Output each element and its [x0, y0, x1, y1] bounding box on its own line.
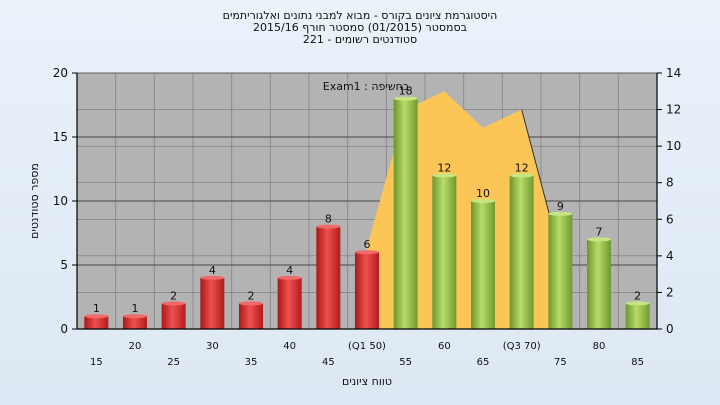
- histogram-bar: [200, 277, 225, 329]
- bar-value-label: 1: [93, 302, 100, 315]
- bar-top-cap: [316, 224, 341, 229]
- y2-tick-label: 8: [666, 176, 674, 190]
- x-tick-label: 85: [631, 357, 644, 368]
- bar-top-cap: [200, 275, 225, 280]
- y-tick-label: 15: [53, 130, 68, 144]
- bar-top-cap: [84, 314, 109, 319]
- bar-value-label: 4: [286, 264, 293, 277]
- x-tick-label: 40: [283, 341, 296, 352]
- y-tick-label: 5: [60, 258, 68, 272]
- bar-top-cap: [509, 173, 534, 178]
- x-tick-label: (Q1 50): [348, 341, 386, 352]
- y-tick-label: 10: [53, 194, 68, 208]
- histogram-bar: [432, 175, 457, 329]
- title-line-3: סטודנטים רשומים - 221: [302, 33, 418, 46]
- x-tick-label: 75: [554, 357, 567, 368]
- chart-title: היסטוגרמת ציונים בקורס - מבוא למבני נתונ…: [0, 10, 720, 46]
- bar-value-label: 1: [132, 302, 139, 315]
- histogram-bar: [587, 239, 611, 329]
- y2-tick-label: 4: [666, 249, 674, 263]
- bar-top-cap: [548, 211, 573, 216]
- bar-top-cap: [161, 301, 186, 306]
- bar-value-label: 10: [476, 187, 490, 200]
- bar-top-cap: [432, 173, 457, 178]
- bar-value-label: 2: [170, 289, 177, 302]
- bar-value-label: 6: [364, 238, 371, 251]
- y2-tick-label: 12: [666, 103, 681, 117]
- x-tick-label: 45: [322, 357, 335, 368]
- histogram-bar: [316, 226, 341, 329]
- bar-value-label: 18: [399, 85, 413, 98]
- bar-top-cap: [625, 301, 650, 306]
- bar-top-cap: [355, 250, 379, 255]
- x-tick-label: 55: [399, 357, 412, 368]
- histogram-bar: [548, 213, 573, 329]
- histogram-bar: [84, 316, 109, 329]
- bar-top-cap: [123, 314, 147, 319]
- y2-tick-label: 2: [666, 285, 674, 299]
- exam-series-label: Exam1 : בחשיפה: [323, 80, 409, 93]
- x-tick-label: 35: [245, 357, 258, 368]
- y2-tick-label: 14: [666, 66, 681, 80]
- x-tick-label: 65: [477, 357, 490, 368]
- bar-top-cap: [393, 96, 418, 101]
- bar-value-label: 12: [515, 161, 529, 174]
- x-axis-title: טווח ציונים: [342, 375, 392, 388]
- x-tick-label: 15: [90, 357, 103, 368]
- bar-top-cap: [587, 237, 611, 242]
- bar-top-cap: [239, 301, 263, 306]
- bar-value-label: 2: [634, 289, 641, 302]
- y-tick-label: 0: [60, 322, 68, 336]
- histogram-bar: [239, 303, 263, 329]
- bar-value-label: 8: [325, 213, 332, 226]
- y-axis-title: מספר סטודנטים: [28, 163, 41, 239]
- x-tick-label: 25: [167, 357, 180, 368]
- y-tick-label: 20: [53, 66, 68, 80]
- x-tick-label: (Q3 70): [503, 341, 541, 352]
- histogram-bar: [123, 316, 147, 329]
- y2-tick-label: 0: [666, 322, 674, 336]
- title-line-1: היסטוגרמת ציונים בקורס - מבוא למבני נתונ…: [222, 9, 498, 22]
- y2-tick-label: 6: [666, 212, 674, 226]
- histogram-bar: [509, 175, 534, 329]
- bar-top-cap: [277, 275, 302, 280]
- histogram-bar: [393, 98, 418, 329]
- histogram-bar: [625, 303, 650, 329]
- histogram-bar: [277, 277, 302, 329]
- x-tick-label: 30: [206, 341, 219, 352]
- title-line-2: בסמסטר (01/2015) סמסטר חורף 2015/16: [253, 21, 467, 34]
- y2-tick-label: 10: [666, 139, 681, 153]
- histogram-bar: [355, 252, 379, 329]
- x-tick-label: 60: [438, 341, 451, 352]
- histogram-bar: [161, 303, 186, 329]
- bar-value-label: 9: [557, 200, 564, 213]
- x-tick-label: 20: [129, 341, 142, 352]
- bar-value-label: 4: [209, 264, 216, 277]
- bar-value-label: 7: [596, 225, 603, 238]
- bar-value-label: 2: [248, 289, 255, 302]
- histogram-bar: [471, 201, 495, 329]
- x-tick-label: 80: [593, 341, 606, 352]
- bar-top-cap: [471, 199, 495, 203]
- bar-value-label: 12: [437, 161, 451, 174]
